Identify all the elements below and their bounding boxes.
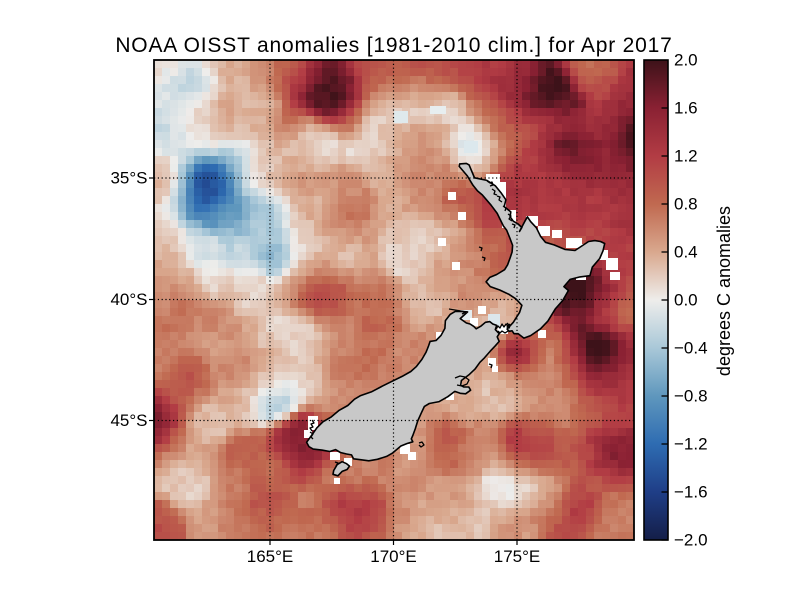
svg-text:2.0: 2.0 — [674, 51, 698, 70]
svg-text:35°S: 35°S — [110, 169, 147, 188]
svg-text:degrees C anomalies: degrees C anomalies — [714, 206, 734, 376]
svg-text:0.8: 0.8 — [674, 195, 698, 214]
svg-text:−0.8: −0.8 — [674, 387, 708, 406]
svg-text:−0.4: −0.4 — [674, 339, 708, 358]
svg-text:0.4: 0.4 — [674, 243, 698, 262]
svg-text:0.0: 0.0 — [674, 291, 698, 310]
svg-text:165°E: 165°E — [247, 547, 294, 566]
svg-text:40°S: 40°S — [110, 290, 147, 309]
svg-text:1.2: 1.2 — [674, 147, 698, 166]
svg-text:170°E: 170°E — [370, 547, 417, 566]
svg-text:1.6: 1.6 — [674, 99, 698, 118]
svg-text:−1.2: −1.2 — [674, 435, 708, 454]
svg-text:175°E: 175°E — [494, 547, 541, 566]
svg-text:−2.0: −2.0 — [674, 531, 708, 550]
svg-text:NOAA OISST anomalies [1981-201: NOAA OISST anomalies [1981-2010 clim.] f… — [115, 34, 672, 57]
svg-text:−1.6: −1.6 — [674, 483, 708, 502]
svg-text:45°S: 45°S — [110, 411, 147, 430]
